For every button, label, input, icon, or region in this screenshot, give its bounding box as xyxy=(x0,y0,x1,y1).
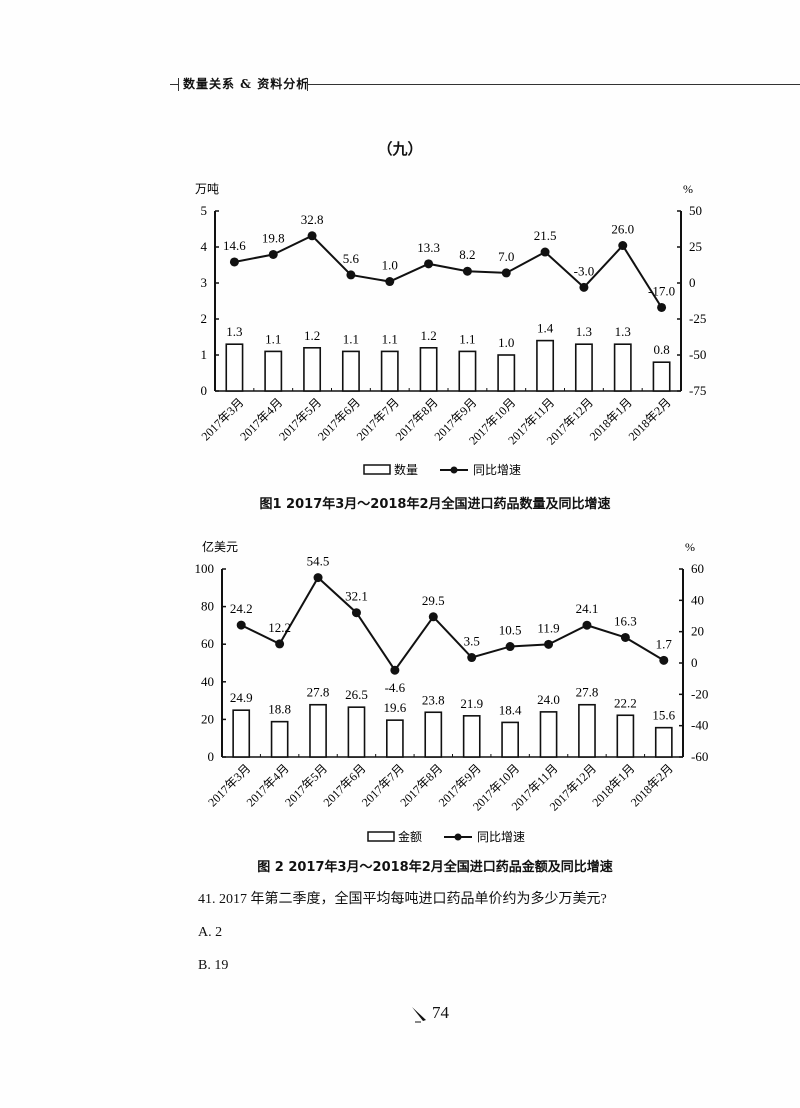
svg-text:金额: 金额 xyxy=(398,829,422,844)
section-title: （九） xyxy=(377,140,423,158)
svg-text:32.1: 32.1 xyxy=(345,589,368,604)
svg-text:0.8: 0.8 xyxy=(653,342,669,357)
svg-text:2: 2 xyxy=(201,311,208,326)
svg-text:同比增速: 同比增速 xyxy=(477,830,525,844)
svg-text:54.5: 54.5 xyxy=(307,554,330,569)
svg-text:10.5: 10.5 xyxy=(499,623,522,638)
svg-text:-25: -25 xyxy=(689,311,706,326)
quill-icon xyxy=(412,1007,426,1023)
svg-text:27.8: 27.8 xyxy=(576,685,599,700)
svg-text:60: 60 xyxy=(691,561,704,576)
svg-text:-75: -75 xyxy=(689,383,706,398)
svg-text:80: 80 xyxy=(201,599,214,614)
svg-text:1.1: 1.1 xyxy=(382,331,398,346)
svg-text:50: 50 xyxy=(689,203,702,218)
svg-text:18.4: 18.4 xyxy=(499,702,522,717)
svg-text:0: 0 xyxy=(691,655,698,670)
svg-text:24.0: 24.0 xyxy=(537,692,560,707)
svg-text:-17.0: -17.0 xyxy=(648,283,675,298)
svg-text:1.1: 1.1 xyxy=(343,331,359,346)
svg-text:-60: -60 xyxy=(691,749,708,764)
svg-text:0: 0 xyxy=(689,275,696,290)
svg-text:26.0: 26.0 xyxy=(611,222,634,237)
svg-text:26.5: 26.5 xyxy=(345,687,368,702)
svg-text:21.9: 21.9 xyxy=(460,696,483,711)
svg-text:24.2: 24.2 xyxy=(230,601,253,616)
svg-text:1.1: 1.1 xyxy=(459,331,475,346)
svg-text:8.2: 8.2 xyxy=(459,247,475,262)
svg-text:27.8: 27.8 xyxy=(307,685,330,700)
svg-text:24.1: 24.1 xyxy=(576,601,599,616)
svg-text:13.3: 13.3 xyxy=(417,240,440,255)
svg-text:60: 60 xyxy=(201,636,214,651)
svg-text:19.8: 19.8 xyxy=(262,230,285,245)
svg-text:18.8: 18.8 xyxy=(268,702,291,717)
svg-text:1.0: 1.0 xyxy=(382,258,398,273)
svg-text:20: 20 xyxy=(201,711,214,726)
svg-text:1.2: 1.2 xyxy=(304,328,320,343)
svg-text:12.2: 12.2 xyxy=(268,620,291,635)
svg-text:21.5: 21.5 xyxy=(534,228,557,243)
svg-text:数量: 数量 xyxy=(394,462,418,477)
svg-text:1.2: 1.2 xyxy=(420,328,436,343)
header-rule-right xyxy=(307,84,800,85)
svg-text:32.8: 32.8 xyxy=(301,212,324,227)
svg-text:1.0: 1.0 xyxy=(498,335,514,350)
svg-text:2018年2月: 2018年2月 xyxy=(628,761,676,809)
svg-text:100: 100 xyxy=(195,561,215,576)
question-text: 41. 2017 年第二季度，全国平均每吨进口药品单价约为多少万美元? xyxy=(198,892,607,907)
header-tick xyxy=(178,78,179,91)
svg-text:4: 4 xyxy=(201,239,208,254)
header-rule-left xyxy=(170,84,178,85)
svg-text:-3.0: -3.0 xyxy=(574,263,595,278)
svg-text:同比增速: 同比增速 xyxy=(473,463,521,477)
svg-text:19.6: 19.6 xyxy=(384,700,407,715)
svg-text:20: 20 xyxy=(691,624,704,639)
svg-text:3.5: 3.5 xyxy=(464,634,480,649)
svg-text:29.5: 29.5 xyxy=(422,593,445,608)
svg-text:0: 0 xyxy=(208,749,215,764)
svg-text:15.6: 15.6 xyxy=(652,708,675,723)
svg-text:22.2: 22.2 xyxy=(614,695,637,710)
svg-text:40: 40 xyxy=(201,674,214,689)
svg-text:11.9: 11.9 xyxy=(537,620,559,635)
svg-text:23.8: 23.8 xyxy=(422,692,445,707)
svg-text:-20: -20 xyxy=(691,686,708,701)
svg-text:1.3: 1.3 xyxy=(576,324,592,339)
svg-text:25: 25 xyxy=(689,239,702,254)
svg-text:%: % xyxy=(685,540,695,554)
page-number: 74 xyxy=(432,1003,449,1022)
svg-text:1: 1 xyxy=(201,347,208,362)
svg-text:1.7: 1.7 xyxy=(656,636,673,651)
svg-text:3: 3 xyxy=(201,275,208,290)
svg-text:亿美元: 亿美元 xyxy=(202,539,238,554)
svg-text:%: % xyxy=(683,182,693,196)
svg-text:14.6: 14.6 xyxy=(223,238,246,253)
svg-text:16.3: 16.3 xyxy=(614,613,637,628)
svg-text:万吨: 万吨 xyxy=(195,182,219,196)
svg-text:24.9: 24.9 xyxy=(230,690,253,705)
svg-text:1.4: 1.4 xyxy=(537,321,554,336)
chart-1-caption: 图1 2017年3月～2018年2月全国进口药品数量及同比增速 xyxy=(259,497,611,512)
option-b: B. 19 xyxy=(198,958,229,973)
svg-text:-50: -50 xyxy=(689,347,706,362)
svg-text:-4.6: -4.6 xyxy=(385,680,406,695)
svg-text:0: 0 xyxy=(201,383,208,398)
chart-2-caption: 图 2 2017年3月～2018年2月全国进口药品金额及同比增速 xyxy=(257,860,613,875)
option-a: A. 2 xyxy=(198,925,223,940)
svg-text:7.0: 7.0 xyxy=(498,249,514,264)
svg-text:5: 5 xyxy=(201,203,208,218)
svg-text:40: 40 xyxy=(691,592,704,607)
svg-text:1.3: 1.3 xyxy=(615,324,631,339)
svg-text:1.1: 1.1 xyxy=(265,331,281,346)
svg-text:-40: -40 xyxy=(691,718,708,733)
header-section: 数量关系 & 资料分析 xyxy=(183,77,310,91)
svg-text:1.3: 1.3 xyxy=(226,324,242,339)
svg-text:5.6: 5.6 xyxy=(343,251,360,266)
